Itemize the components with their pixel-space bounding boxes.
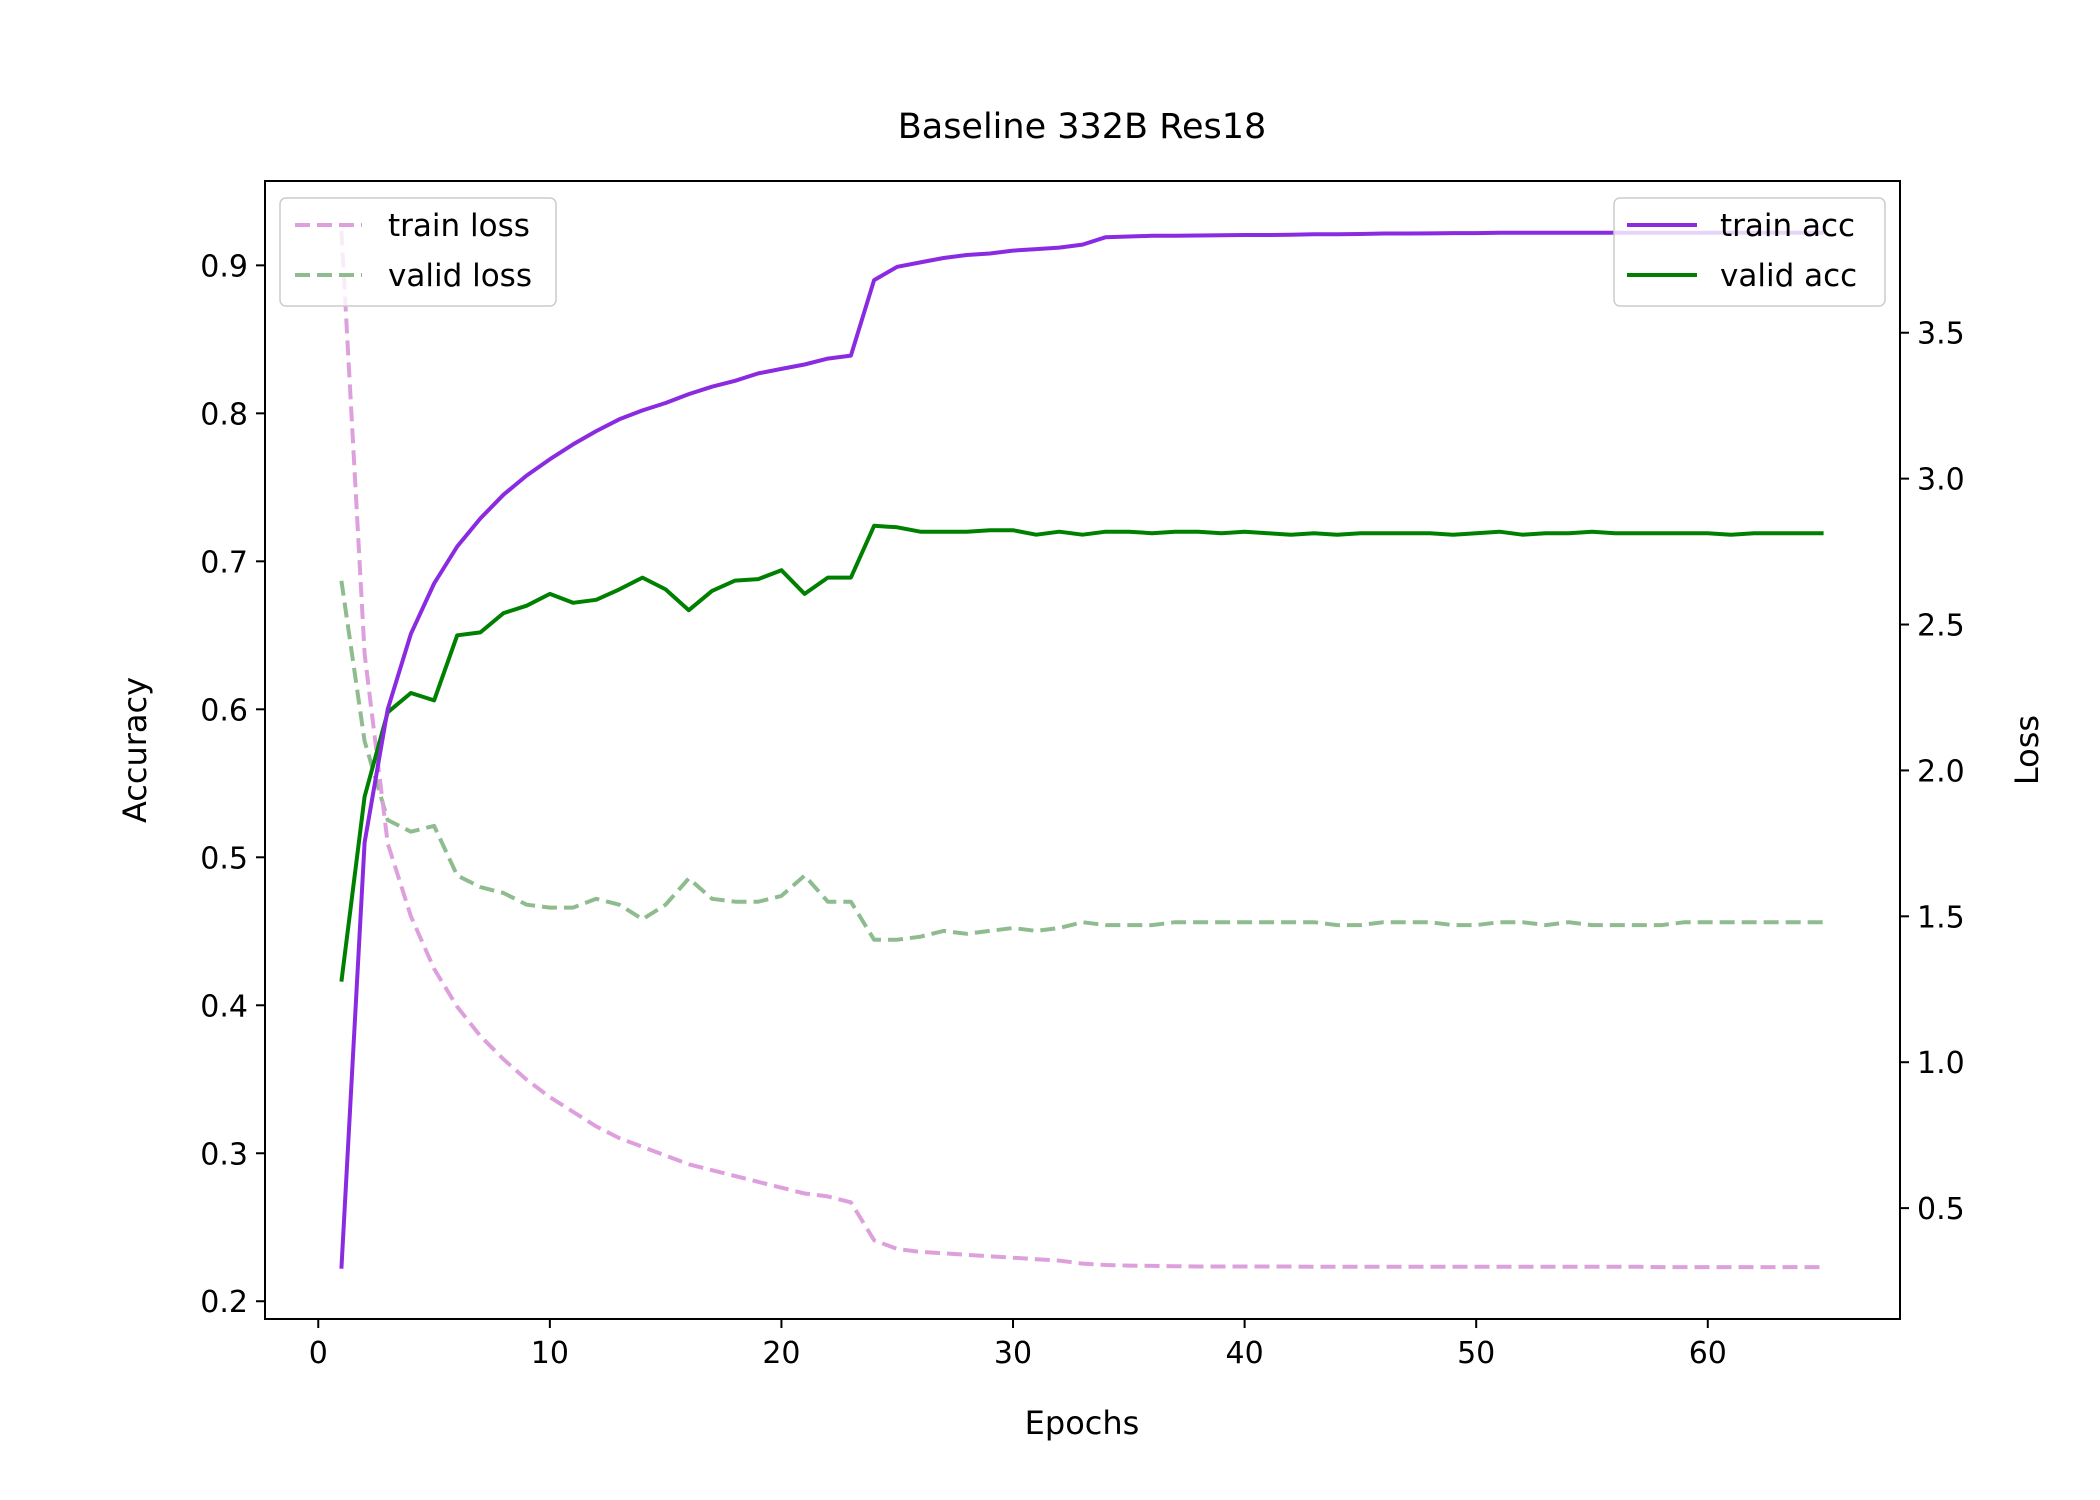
x-tick-label: 60 [1689, 1336, 1727, 1371]
series-line-valid-acc [339, 523, 1824, 982]
y-axis-left-label: Accuracy [116, 677, 154, 823]
y-right-tick-label: 3.0 [1917, 463, 1965, 498]
plot-frame [264, 180, 1901, 1320]
x-tick-label: 50 [1457, 1336, 1495, 1371]
y-axis-right-label: Loss [2008, 715, 2046, 785]
x-axis-label: Epochs [1025, 1404, 1140, 1442]
x-tick-label: 30 [994, 1336, 1032, 1371]
x-tick-label: 20 [762, 1336, 800, 1371]
y-right-tick-label: 3.5 [1917, 317, 1965, 352]
legend-valid-acc-label: valid acc [1720, 258, 1857, 294]
y-axis-right: 0.5 1.0 1.5 2.0 2.5 3.0 3.5 [1900, 317, 1965, 1227]
y-left-tick-label: 0.4 [200, 989, 248, 1024]
legend-train-acc-label: train acc [1720, 208, 1855, 244]
series-line-train-acc [339, 230, 1824, 1269]
y-left-tick-label: 0.2 [200, 1285, 248, 1320]
series-line-valid-loss [339, 580, 1824, 942]
y-right-tick-label: 1.0 [1917, 1046, 1965, 1081]
legend-train-loss-label: train loss [388, 208, 530, 244]
x-tick-label: 0 [309, 1336, 328, 1371]
y-left-tick-label: 0.5 [200, 841, 248, 876]
legend-valid-loss-label: valid loss [388, 258, 532, 294]
y-left-tick-label: 0.8 [200, 397, 248, 432]
y-axis-left: 0.2 0.3 0.4 0.5 0.6 0.7 0.8 0.9 [200, 249, 265, 1320]
y-right-tick-label: 2.0 [1917, 754, 1965, 789]
x-axis: 0 10 20 30 40 50 60 [309, 1319, 1727, 1371]
series-layer [339, 230, 1824, 1270]
legend-left: train loss valid loss [279, 197, 557, 307]
x-tick-label: 10 [531, 1336, 569, 1371]
legend-right: train acc valid acc [1613, 197, 1886, 307]
y-left-tick-label: 0.7 [200, 545, 248, 580]
chart-title: Baseline 332B Res18 [898, 107, 1267, 147]
y-left-tick-label: 0.6 [200, 693, 248, 728]
series-line-train-loss [339, 230, 1824, 1270]
y-right-tick-label: 2.5 [1917, 609, 1965, 644]
y-right-tick-label: 0.5 [1917, 1192, 1965, 1227]
x-tick-label: 40 [1226, 1336, 1264, 1371]
y-left-tick-label: 0.3 [200, 1137, 248, 1172]
y-left-tick-label: 0.9 [200, 249, 248, 284]
y-right-tick-label: 1.5 [1917, 900, 1965, 935]
